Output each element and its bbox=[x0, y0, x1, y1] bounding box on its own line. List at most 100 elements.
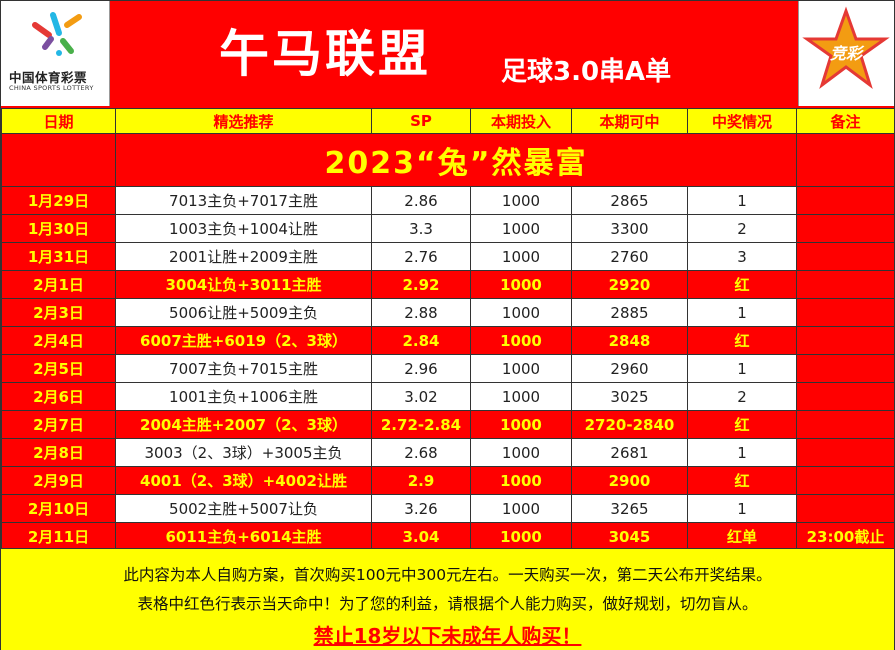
col-header-stake: 本期投入 bbox=[470, 108, 572, 134]
cell-result: 2 bbox=[687, 214, 797, 243]
cell-note bbox=[796, 242, 895, 271]
cell-sp: 2.86 bbox=[371, 186, 471, 215]
table-row: 1月30日 1003主负+1004让胜 3.3 1000 3300 2 bbox=[1, 214, 895, 243]
cell-stake: 1000 bbox=[470, 522, 572, 551]
cell-sp: 2.9 bbox=[371, 466, 471, 495]
cell-result: 红 bbox=[687, 410, 797, 439]
cell-date: 2月4日 bbox=[1, 326, 116, 355]
cell-pick: 4001（2、3球）+4002让胜 bbox=[115, 466, 372, 495]
disclaimer-line-2: 表格中红色行表示当天命中！为了您的利益，请根据个人能力购买，做好规划，切勿盲从。 bbox=[137, 595, 758, 613]
cell-note bbox=[796, 438, 895, 467]
cell-date: 2月9日 bbox=[1, 466, 116, 495]
cell-pick: 1001主负+1006主胜 bbox=[115, 382, 372, 411]
table-header-row: 日期 精选推荐 SP 本期投入 本期可中 中奖情况 备注 bbox=[1, 108, 895, 134]
cell-sp: 3.02 bbox=[371, 382, 471, 411]
table-row: 2月8日 3003（2、3球）+3005主负 2.68 1000 2681 1 bbox=[1, 438, 895, 467]
logo-english-text: CHINA SPORTS LOTTERY bbox=[9, 84, 94, 92]
table-row: 2月4日 6007主胜+6019（2、3球） 2.84 1000 2848 红 bbox=[1, 326, 895, 355]
cell-sp: 2.72-2.84 bbox=[371, 410, 471, 439]
banner-spacer-right bbox=[796, 133, 895, 187]
cell-note bbox=[796, 466, 895, 495]
cell-stake: 1000 bbox=[470, 354, 572, 383]
table-row: 2月5日 7007主负+7015主胜 2.96 1000 2960 1 bbox=[1, 354, 895, 383]
cell-result: 红 bbox=[687, 466, 797, 495]
cell-pick: 7013主负+7017主胜 bbox=[115, 186, 372, 215]
cell-result: 1 bbox=[687, 298, 797, 327]
banner-row: 2023“兔”然暴富 bbox=[1, 133, 895, 187]
cell-result: 红 bbox=[687, 270, 797, 299]
cell-stake: 1000 bbox=[470, 438, 572, 467]
cell-stake: 1000 bbox=[470, 298, 572, 327]
cell-stake: 1000 bbox=[470, 214, 572, 243]
cell-stake: 1000 bbox=[470, 186, 572, 215]
jingcai-star-badge-icon: 竞彩 bbox=[802, 6, 890, 89]
page-title: 午马联盟 bbox=[219, 25, 431, 83]
picks-table: 日期 精选推荐 SP 本期投入 本期可中 中奖情况 备注 2023“兔”然暴富 … bbox=[1, 108, 895, 551]
cell-pick: 6007主胜+6019（2、3球） bbox=[115, 326, 372, 355]
cell-pick: 2001让胜+2009主胜 bbox=[115, 242, 372, 271]
col-header-result: 中奖情况 bbox=[687, 108, 797, 134]
cell-result: 红单 bbox=[687, 522, 797, 551]
table-row: 2月6日 1001主负+1006主胜 3.02 1000 3025 2 bbox=[1, 382, 895, 411]
cell-date: 2月5日 bbox=[1, 354, 116, 383]
cell-payout: 3300 bbox=[571, 214, 688, 243]
cell-result: 1 bbox=[687, 438, 797, 467]
cell-stake: 1000 bbox=[470, 242, 572, 271]
cell-note bbox=[796, 270, 895, 299]
cell-payout: 3025 bbox=[571, 382, 688, 411]
cell-pick: 1003主负+1004让胜 bbox=[115, 214, 372, 243]
cell-payout: 2681 bbox=[571, 438, 688, 467]
cell-stake: 1000 bbox=[470, 410, 572, 439]
cell-pick: 7007主负+7015主胜 bbox=[115, 354, 372, 383]
cell-payout: 2865 bbox=[571, 186, 688, 215]
cell-pick: 3003（2、3球）+3005主负 bbox=[115, 438, 372, 467]
cell-payout: 2900 bbox=[571, 466, 688, 495]
disclaimer-line-1: 此内容为本人自购方案，首次购买100元中300元左右。一天购买一次，第二天公布开… bbox=[123, 566, 772, 584]
table-row: 2月11日 6011主负+6014主胜 3.04 1000 3045 红单 23:00截止 bbox=[1, 522, 895, 551]
cell-payout: 3045 bbox=[571, 522, 688, 551]
cell-sp: 2.88 bbox=[371, 298, 471, 327]
cell-note bbox=[796, 214, 895, 243]
cell-date: 2月11日 bbox=[1, 522, 116, 551]
cell-note bbox=[796, 410, 895, 439]
col-header-sp: SP bbox=[371, 108, 471, 134]
table-row: 2月1日 3004让负+3011主胜 2.92 1000 2920 红 bbox=[1, 270, 895, 299]
cell-sp: 2.92 bbox=[371, 270, 471, 299]
cell-result: 红 bbox=[687, 326, 797, 355]
jingcai-badge: 竞彩 bbox=[798, 1, 894, 106]
cell-result: 1 bbox=[687, 494, 797, 523]
col-header-date: 日期 bbox=[1, 108, 116, 134]
cell-stake: 1000 bbox=[470, 466, 572, 495]
logo-chinese-text: 中国体育彩票 bbox=[9, 70, 88, 85]
cell-stake: 1000 bbox=[470, 270, 572, 299]
cell-date: 2月6日 bbox=[1, 382, 116, 411]
col-header-payout: 本期可中 bbox=[571, 108, 688, 134]
col-header-note: 备注 bbox=[796, 108, 895, 134]
cell-stake: 1000 bbox=[470, 382, 572, 411]
disclaimer-footer: 此内容为本人自购方案，首次购买100元中300元左右。一天购买一次，第二天公布开… bbox=[1, 548, 894, 650]
cell-date: 2月7日 bbox=[1, 410, 116, 439]
cell-pick: 2004主胜+2007（2、3球） bbox=[115, 410, 372, 439]
cell-sp: 2.76 bbox=[371, 242, 471, 271]
banner-text: 2023“兔”然暴富 bbox=[324, 146, 588, 181]
cell-stake: 1000 bbox=[470, 326, 572, 355]
china-sports-lottery-star-icon bbox=[32, 12, 82, 56]
cell-sp: 2.68 bbox=[371, 438, 471, 467]
table-row: 2月3日 5006让胜+5009主负 2.88 1000 2885 1 bbox=[1, 298, 895, 327]
table-row: 2月7日 2004主胜+2007（2、3球） 2.72-2.84 1000 2720-2… bbox=[1, 410, 895, 439]
cell-date: 2月3日 bbox=[1, 298, 116, 327]
cell-note bbox=[796, 326, 895, 355]
cell-note bbox=[796, 354, 895, 383]
cell-payout: 3265 bbox=[571, 494, 688, 523]
cell-payout: 2960 bbox=[571, 354, 688, 383]
cell-sp: 3.26 bbox=[371, 494, 471, 523]
cell-pick: 3004让负+3011主胜 bbox=[115, 270, 372, 299]
cell-payout: 2920 bbox=[571, 270, 688, 299]
cell-pick: 5002主胜+5007让负 bbox=[115, 494, 372, 523]
cell-date: 2月10日 bbox=[1, 494, 116, 523]
age-warning: 禁止18岁以下未成年人购买！ bbox=[313, 624, 582, 648]
cell-result: 1 bbox=[687, 354, 797, 383]
cell-note bbox=[796, 494, 895, 523]
cell-sp: 2.96 bbox=[371, 354, 471, 383]
